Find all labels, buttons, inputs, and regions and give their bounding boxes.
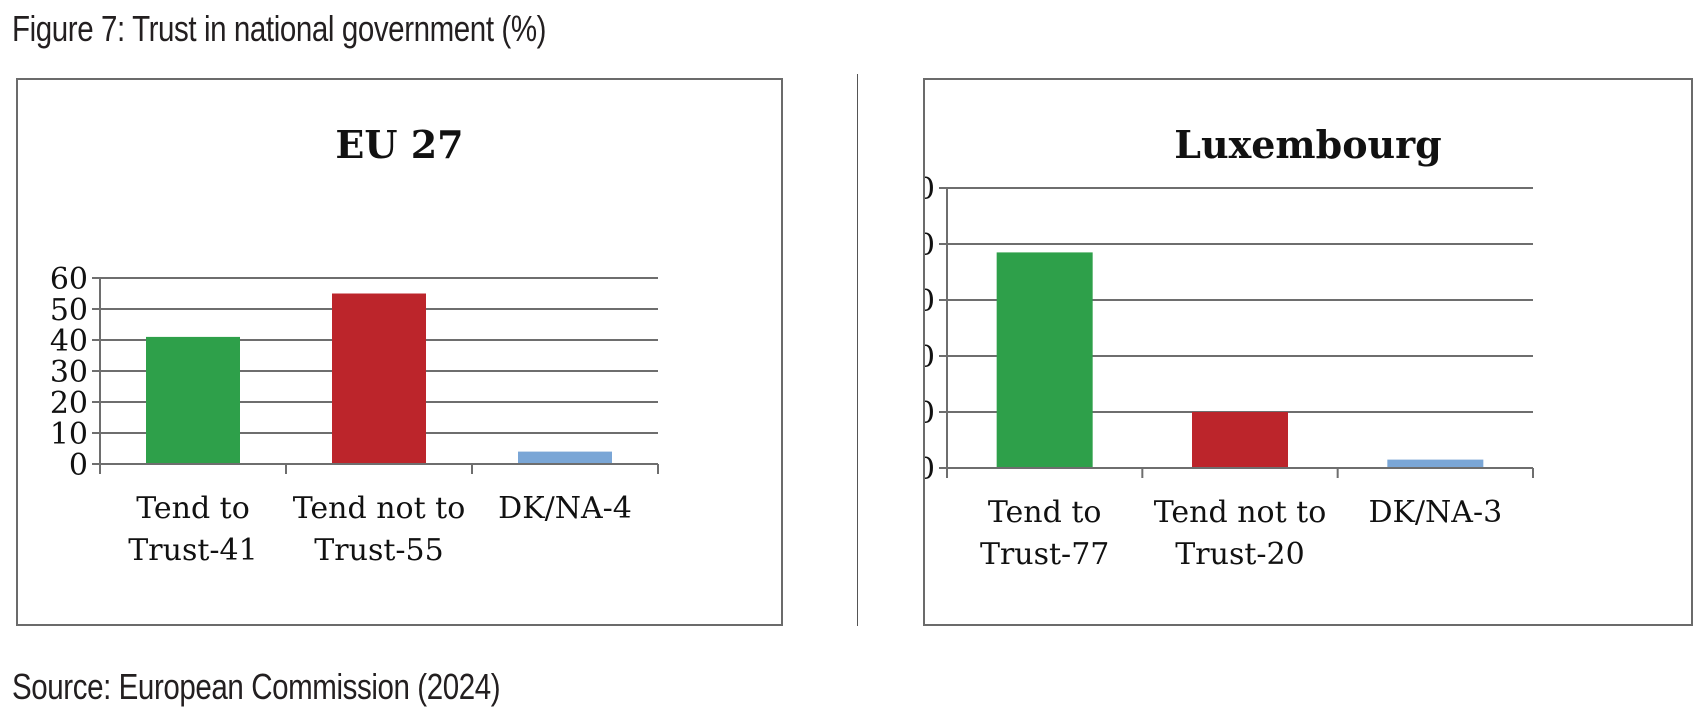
y-tick-label: 60 [50,262,88,297]
bar-chart-luxembourg: 0 20 40 60 80 100 Tend to Trust-77 Tend not to Tr… [925,172,1534,572]
x-tick-label: DK/NA-4 [498,491,632,526]
chart-title: Luxembourg [1174,122,1442,167]
bar [1387,459,1484,468]
bar [518,451,612,464]
chart-title: EU 27 [335,122,464,167]
y-tick-label: 40 [925,340,935,375]
y-tick-label: 20 [50,386,88,421]
x-tick-label: Tend to [136,491,250,526]
chart-panel-eu27: EU 27 0 10 20 30 40 50 60 Tend to Trust-41 Tend n… [16,78,783,626]
x-tick-label: Trust-41 [128,533,257,568]
y-tick-label: 0 [69,448,88,483]
chart-panel-luxembourg: Luxembourg 0 20 40 60 80 100 Tend to Trust-77 Te… [923,78,1693,626]
bar [146,336,240,464]
x-tick-label: Tend not to [1154,495,1327,530]
y-tick-label: 0 [925,452,935,487]
x-tick-label: DK/NA-3 [1368,495,1502,530]
y-tick-label: 20 [925,396,935,431]
source-note: Source: European Commission (2024) [12,666,501,707]
y-tick-label: 50 [50,293,88,328]
x-tick-label: Trust-20 [1175,537,1304,572]
bar [332,293,426,464]
y-tick-label: 80 [925,228,935,263]
y-tick-label: 60 [925,284,935,319]
y-tick-label: 40 [50,324,88,359]
y-tick-label: 100 [925,172,935,207]
y-tick-label: 10 [50,417,88,452]
y-tick-label: 30 [50,355,88,390]
figure-title: Figure 7: Trust in national government (… [12,8,547,49]
x-tick-label: Tend to [988,495,1102,530]
divider [857,74,858,626]
bar [996,252,1093,468]
bar [1192,412,1288,468]
x-tick-label: Tend not to [293,491,466,526]
x-tick-label: Trust-55 [314,533,443,568]
x-tick-label: Trust-77 [980,537,1109,572]
